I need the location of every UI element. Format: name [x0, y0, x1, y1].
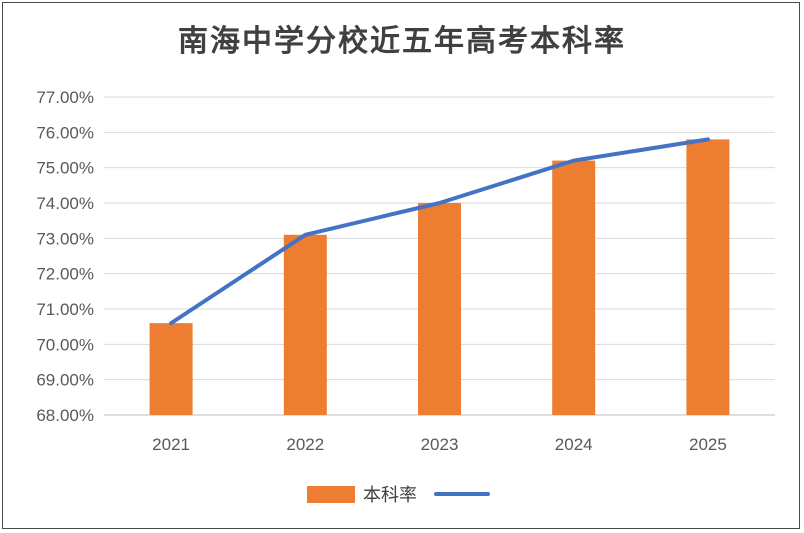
y-tick-label: 72.00%	[36, 265, 94, 284]
line-series	[169, 137, 710, 326]
x-tick-label: 2023	[421, 435, 459, 454]
bar	[283, 234, 327, 415]
legend-label: 本科率	[363, 485, 417, 506]
y-tick-label: 71.00%	[36, 300, 94, 319]
y-tick-label: 75.00%	[36, 159, 94, 178]
y-tick-label: 70.00%	[36, 335, 94, 354]
bar	[149, 323, 193, 415]
y-tick-label: 69.00%	[36, 371, 94, 390]
bar	[552, 160, 596, 415]
bar	[686, 139, 730, 415]
y-tick-label: 68.00%	[36, 406, 94, 425]
y-tick-label: 77.00%	[36, 88, 94, 107]
y-tick-label: 73.00%	[36, 229, 94, 248]
x-tick-label: 2024	[555, 435, 593, 454]
bar	[418, 203, 461, 415]
x-tick-label: 2022	[286, 435, 324, 454]
x-tick-label: 2025	[689, 435, 727, 454]
chart-title: 南海中学分校近五年高考本科率	[178, 24, 626, 59]
x-tick-label: 2021	[152, 435, 190, 454]
y-tick-label: 74.00%	[36, 194, 94, 213]
y-tick-label: 76.00%	[36, 123, 94, 142]
legend-swatch-bar	[307, 486, 355, 503]
